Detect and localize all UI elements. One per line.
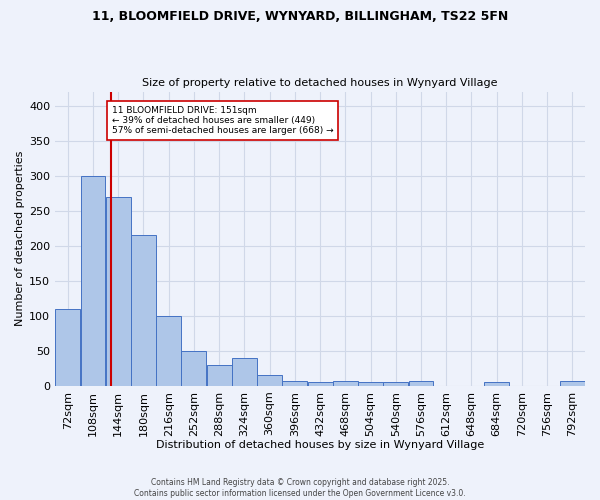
Title: Size of property relative to detached houses in Wynyard Village: Size of property relative to detached ho…	[142, 78, 498, 88]
Bar	[283, 381, 307, 386]
Bar	[257, 376, 282, 386]
Bar	[156, 316, 181, 386]
Bar	[181, 351, 206, 386]
Bar	[409, 381, 433, 386]
Bar	[232, 358, 257, 386]
Bar	[55, 309, 80, 386]
Bar	[484, 382, 509, 386]
X-axis label: Distribution of detached houses by size in Wynyard Village: Distribution of detached houses by size …	[156, 440, 484, 450]
Y-axis label: Number of detached properties: Number of detached properties	[15, 151, 25, 326]
Bar	[207, 365, 232, 386]
Bar	[358, 382, 383, 386]
Bar	[560, 381, 585, 386]
Text: Contains HM Land Registry data © Crown copyright and database right 2025.
Contai: Contains HM Land Registry data © Crown c…	[134, 478, 466, 498]
Bar	[131, 235, 156, 386]
Bar	[80, 176, 106, 386]
Bar	[333, 381, 358, 386]
Bar	[383, 382, 408, 386]
Text: 11 BLOOMFIELD DRIVE: 151sqm
← 39% of detached houses are smaller (449)
57% of se: 11 BLOOMFIELD DRIVE: 151sqm ← 39% of det…	[112, 106, 334, 136]
Bar	[308, 382, 332, 386]
Bar	[106, 196, 131, 386]
Text: 11, BLOOMFIELD DRIVE, WYNYARD, BILLINGHAM, TS22 5FN: 11, BLOOMFIELD DRIVE, WYNYARD, BILLINGHA…	[92, 10, 508, 23]
